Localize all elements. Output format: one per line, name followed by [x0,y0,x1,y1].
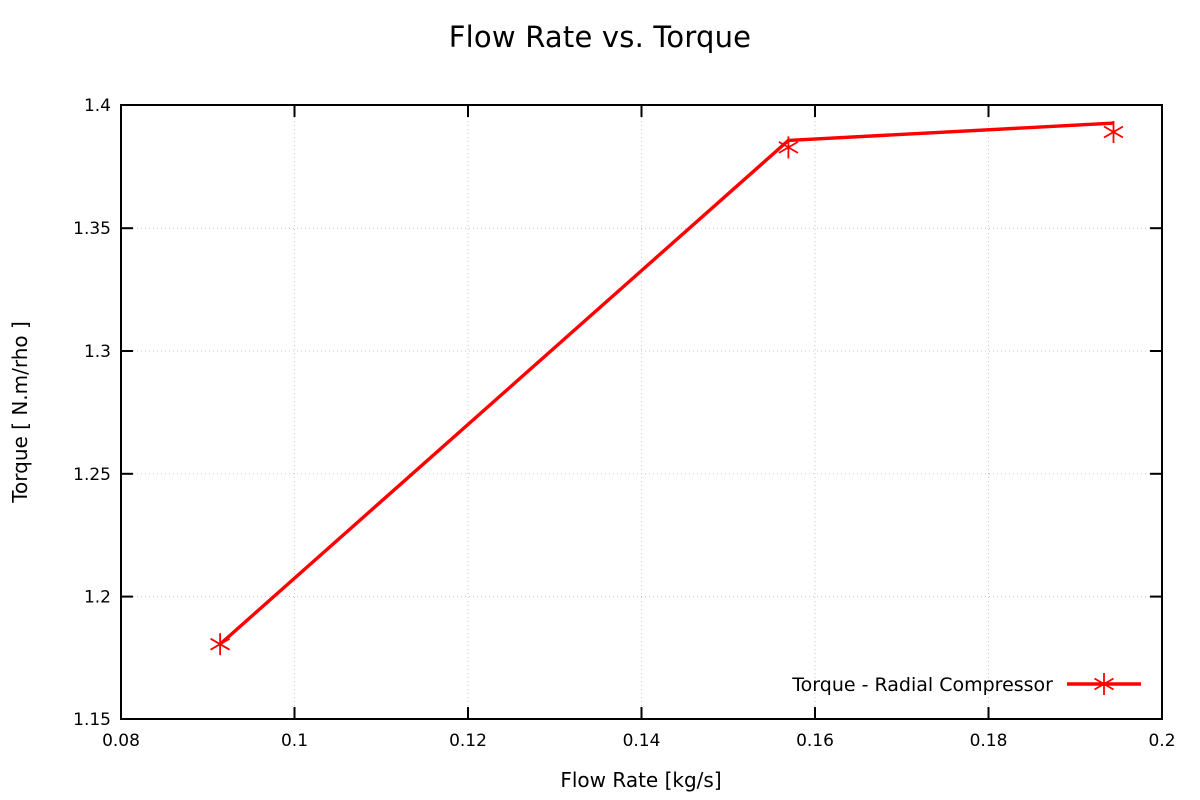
ytick-label-1.40: 1.4 [84,96,111,116]
chart-legend: Torque - Radial Compressor [791,673,1141,696]
series-line [218,121,1114,646]
x-axis-ticks [120,105,1163,719]
xtick-label-0.16: 0.16 [796,731,834,751]
ytick-label-1.35: 1.35 [73,219,111,239]
ytick-label-1.25: 1.25 [73,465,111,485]
legend-marker-0 [1094,673,1114,695]
xtick-label-0.12: 0.12 [449,731,487,751]
xtick-label-0.08: 0.08 [102,731,140,751]
xtick-label-0.20: 0.2 [1148,731,1175,751]
data-point-2 [778,136,799,159]
y-axis-ticks [121,104,1162,720]
ytick-label-1.30: 1.3 [84,342,111,362]
vertical-gridlines [294,105,989,719]
xtick-label-0.14: 0.14 [623,731,661,751]
xtick-label-0.18: 0.18 [970,731,1008,751]
series-markers [210,121,1124,656]
ytick-label-1.15: 1.15 [73,710,111,730]
x-axis-title: Flow Rate [kg/s] [560,768,721,792]
data-point-3 [1103,121,1124,143]
chart-title: Flow Rate vs. Torque [448,20,752,54]
data-point-1 [210,633,231,656]
series-torque-radial-compressor [210,121,1124,656]
legend-label-0: Torque - Radial Compressor [791,674,1053,696]
ytick-label-1.20: 1.2 [84,588,111,608]
xtick-label-0.10: 0.1 [281,731,308,751]
y-axis-tick-labels: 1.4 1.35 1.3 1.25 1.2 1.15 [73,96,111,730]
x-axis-tick-labels: 0.08 0.1 0.12 0.14 0.16 0.18 0.2 [102,731,1175,751]
y-axis-title: Torque [ N.m/rho ] [8,321,32,504]
